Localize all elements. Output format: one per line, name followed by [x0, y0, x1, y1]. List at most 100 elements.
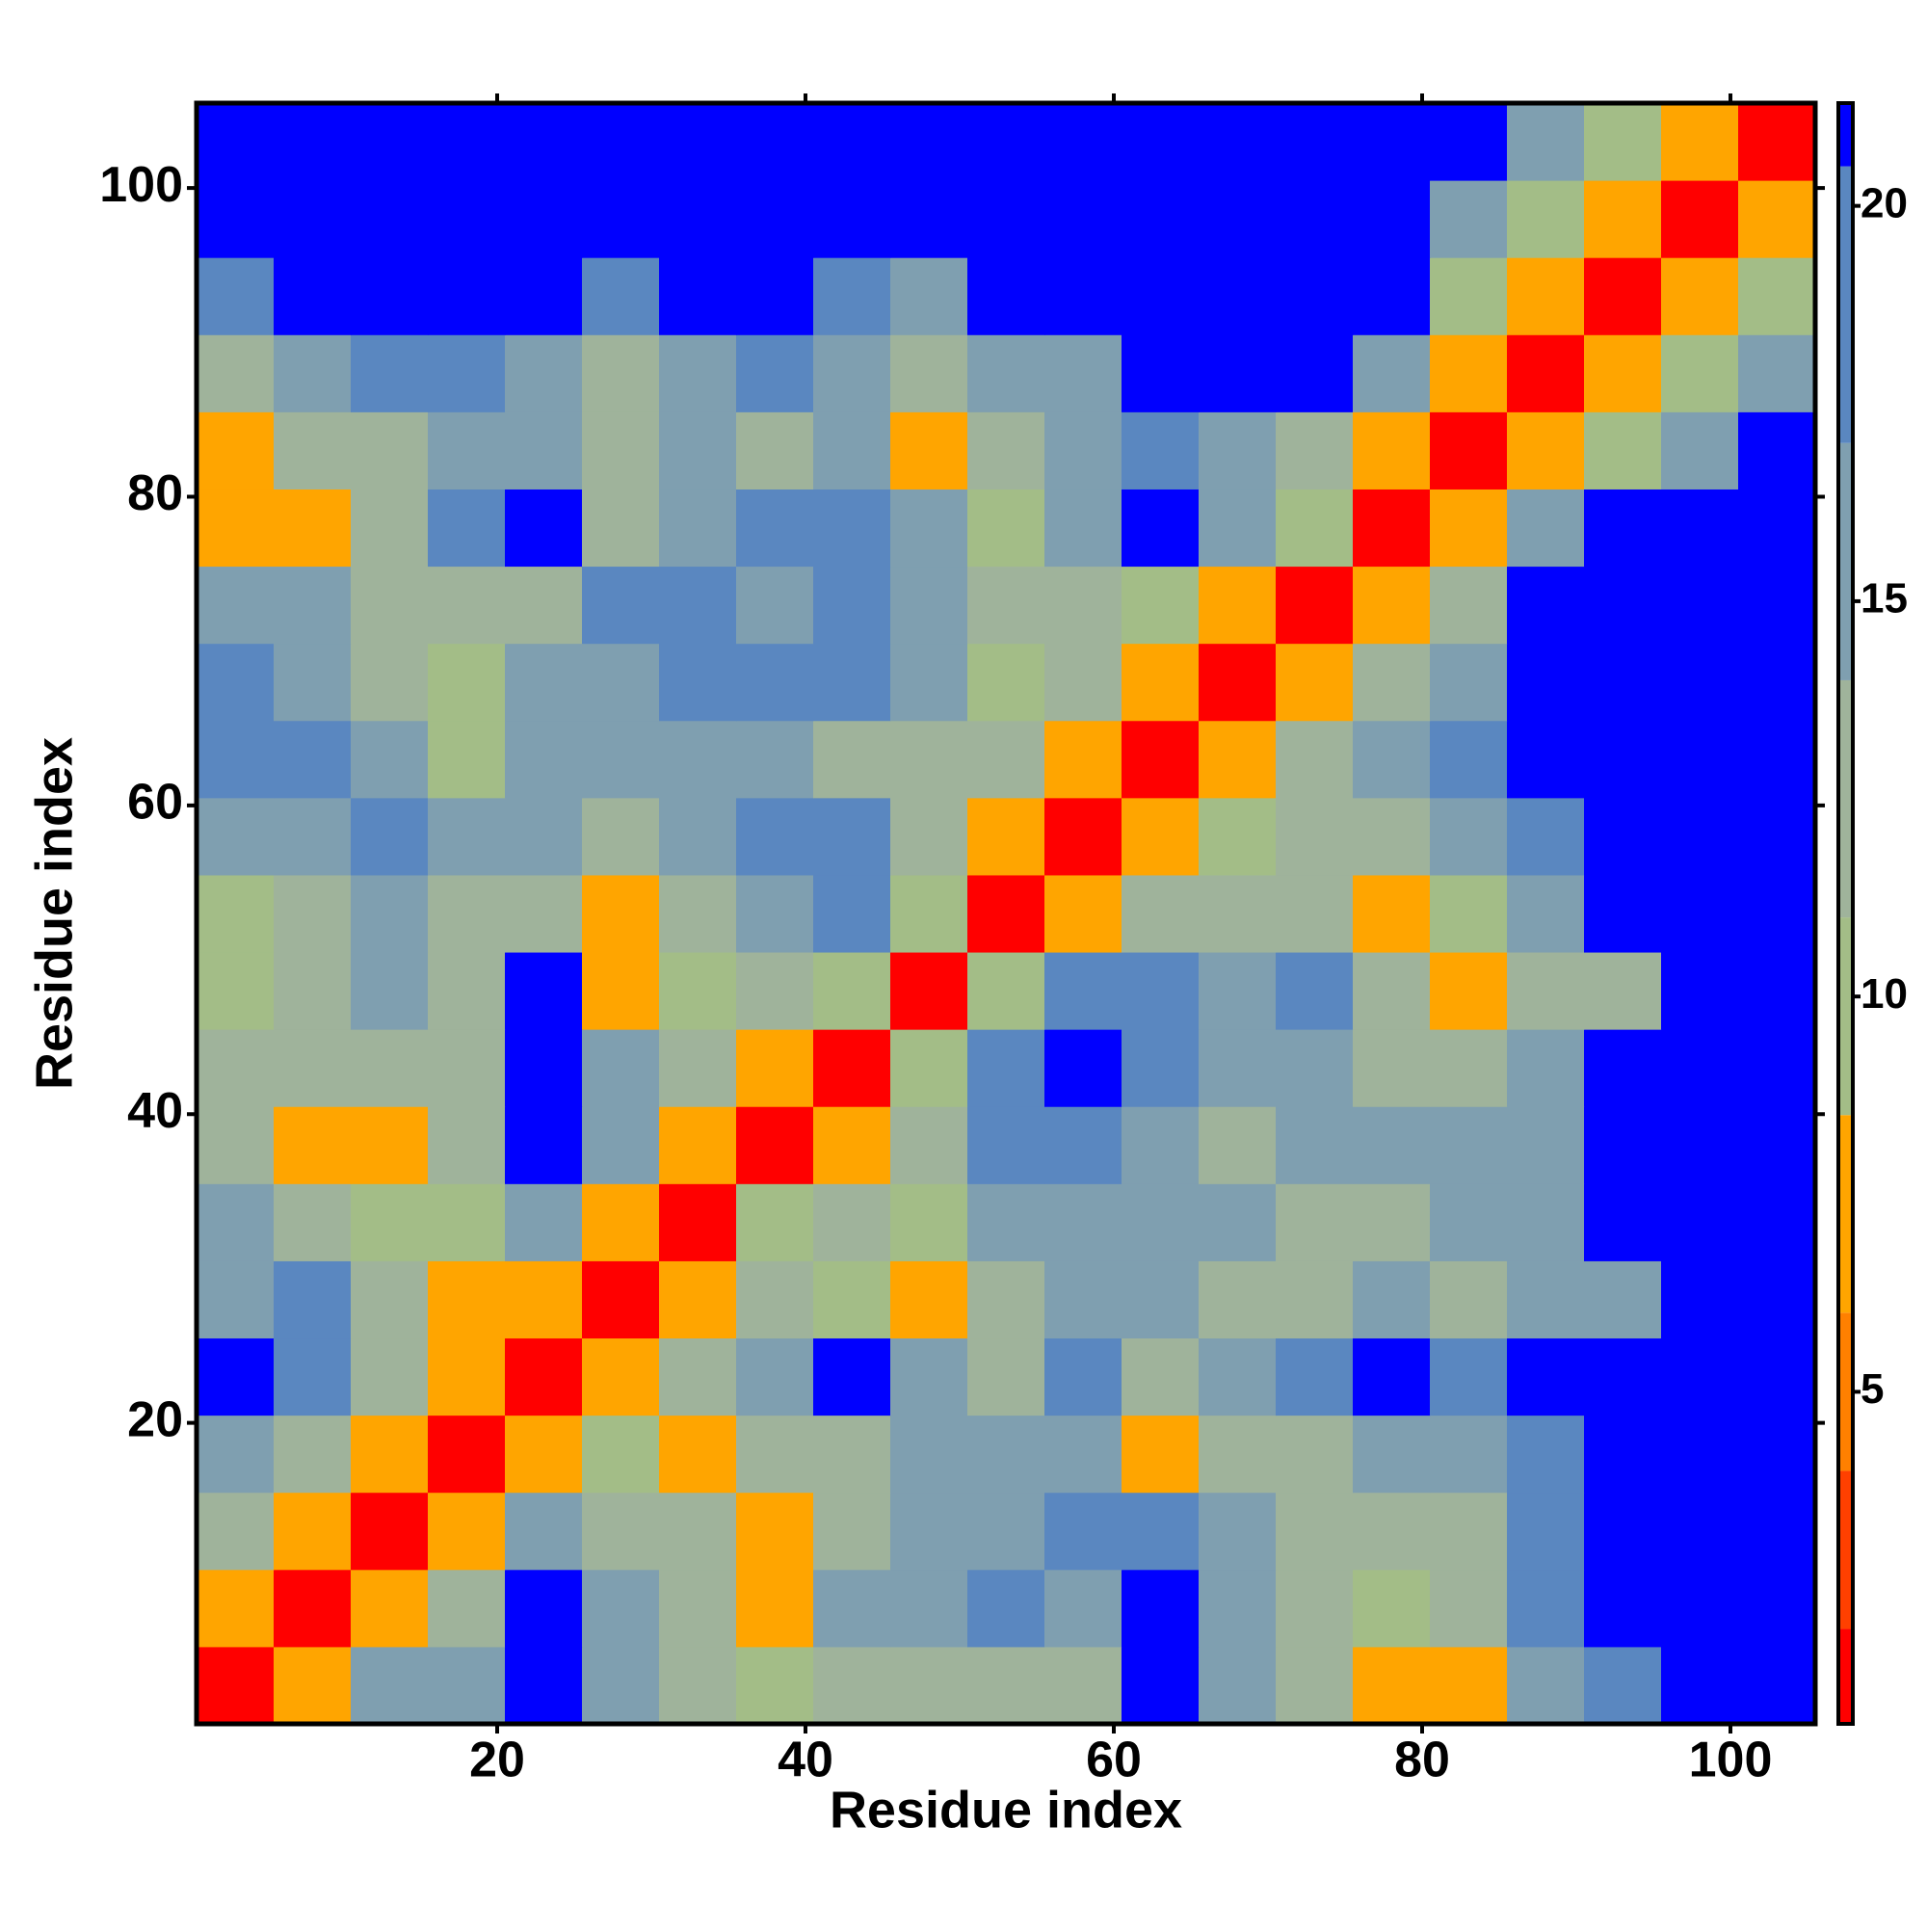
heatmap-cell — [1507, 720, 1585, 799]
heatmap-cell — [197, 952, 275, 1030]
heatmap-cell — [967, 1569, 1045, 1648]
heatmap-cell — [1353, 1029, 1431, 1107]
heatmap-cell — [967, 1183, 1045, 1261]
heatmap-cell — [1353, 1260, 1431, 1339]
heatmap-cell — [736, 1106, 814, 1184]
y-tick-label: 60 — [127, 775, 183, 831]
heatmap-cell — [1584, 1183, 1662, 1261]
heatmap-cell — [1584, 257, 1662, 335]
heatmap-cell — [736, 1029, 814, 1107]
heatmap-cell — [1430, 334, 1508, 412]
heatmap-cell — [1430, 257, 1508, 335]
heatmap-cell — [1353, 1415, 1431, 1494]
heatmap-cell — [659, 1646, 737, 1725]
heatmap-cell — [351, 797, 429, 876]
heatmap-cell — [505, 1106, 583, 1184]
heatmap-cell — [813, 1492, 891, 1571]
heatmap-cell — [967, 952, 1045, 1030]
heatmap-cell — [505, 1029, 583, 1107]
heatmap-cell — [428, 1337, 506, 1416]
y-tick-label: 40 — [127, 1083, 183, 1139]
heatmap-cell — [505, 1183, 583, 1261]
heatmap-cell — [428, 1569, 506, 1648]
heatmap-cell — [197, 1569, 275, 1648]
heatmap-cell — [1122, 257, 1200, 335]
heatmap-cell — [1276, 257, 1354, 335]
heatmap-cell — [1353, 874, 1431, 953]
heatmap-cell — [1661, 1646, 1739, 1725]
heatmap-cell — [1507, 1492, 1585, 1571]
heatmap-cell — [659, 952, 737, 1030]
heatmap-cell — [428, 103, 506, 181]
heatmap-cell — [1044, 1106, 1122, 1184]
heatmap-cell — [813, 334, 891, 412]
heatmap-cell — [1122, 1337, 1200, 1416]
heatmap-cell — [582, 489, 660, 568]
heatmap-cell — [1044, 1337, 1122, 1416]
colorbar-band — [1838, 1470, 1853, 1629]
heatmap-cell — [428, 1260, 506, 1339]
heatmap-cell — [1122, 103, 1200, 181]
heatmap-cell — [351, 1415, 429, 1494]
x-tick-label: 80 — [1394, 1733, 1450, 1788]
heatmap-cell — [890, 1569, 968, 1648]
heatmap-cell — [582, 334, 660, 412]
heatmap-cell — [1199, 643, 1277, 722]
heatmap-cell — [197, 334, 275, 412]
heatmap-cell — [1122, 1569, 1200, 1648]
colorbar-band — [1838, 1115, 1853, 1313]
heatmap-cell — [505, 1415, 583, 1494]
heatmap-cell — [659, 334, 737, 412]
heatmap-cell — [1661, 334, 1739, 412]
x-tick-label: 20 — [469, 1733, 525, 1788]
heatmap-cell — [197, 566, 275, 645]
heatmap-cell — [736, 1183, 814, 1261]
heatmap-cell — [659, 1415, 737, 1494]
heatmap-cell — [505, 1337, 583, 1416]
heatmap-cell — [1584, 489, 1662, 568]
heatmap-cell — [582, 257, 660, 335]
heatmap-cell — [274, 411, 352, 490]
heatmap-cell — [1353, 411, 1431, 490]
heatmap-cell — [1661, 797, 1739, 876]
heatmap-cell — [351, 1337, 429, 1416]
heatmap-cell — [659, 180, 737, 258]
heatmap-cell — [582, 874, 660, 953]
heatmap-cell — [1199, 180, 1277, 258]
heatmap-cell — [1738, 1492, 1816, 1571]
heatmap-cell — [1044, 1646, 1122, 1725]
heatmap-cell — [274, 1337, 352, 1416]
heatmap-cell — [197, 1029, 275, 1107]
heatmap-cell — [351, 257, 429, 335]
heatmap-cell — [1661, 1415, 1739, 1494]
heatmap-cell — [1199, 952, 1277, 1030]
heatmap-cell — [1122, 1183, 1200, 1261]
heatmap-cell — [1044, 103, 1122, 181]
heatmap-cell — [1430, 411, 1508, 490]
heatmap-cell — [659, 566, 737, 645]
heatmap-cell — [1199, 1646, 1277, 1725]
heatmap-cell — [1353, 1337, 1431, 1416]
heatmap-cell — [1044, 720, 1122, 799]
heatmap-cell — [197, 180, 275, 258]
heatmap-cell — [1738, 1569, 1816, 1648]
heatmap-cell — [274, 797, 352, 876]
heatmap-cell — [351, 180, 429, 258]
heatmap-cell — [736, 874, 814, 953]
heatmap-cell — [659, 257, 737, 335]
heatmap-cell — [1199, 1415, 1277, 1494]
heatmap-cell — [1276, 1183, 1354, 1261]
heatmap-cell — [351, 874, 429, 953]
heatmap-cell — [197, 874, 275, 953]
heatmap-cell — [1661, 180, 1739, 258]
heatmap-cell — [1507, 411, 1585, 490]
heatmap-cell — [351, 720, 429, 799]
heatmap-cell — [1122, 952, 1200, 1030]
colorbar: 5 10 15 20 — [1838, 103, 1908, 1724]
heatmap-cell — [813, 1337, 891, 1416]
heatmap-cell — [197, 1646, 275, 1725]
heatmap-cell — [274, 1646, 352, 1725]
heatmap-cell — [1199, 411, 1277, 490]
heatmap-cell — [1430, 952, 1508, 1030]
